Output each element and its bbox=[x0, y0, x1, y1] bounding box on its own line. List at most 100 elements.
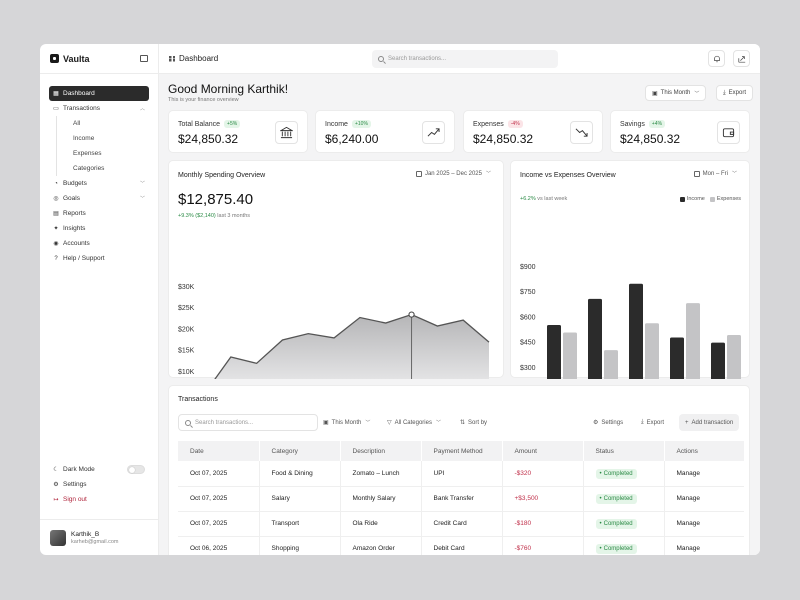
user-email: karheb@gmail.com bbox=[71, 538, 119, 545]
table-row: Oct 06, 2025 Shopping Amazon Order Debit… bbox=[178, 536, 744, 555]
sidebar-item-help[interactable]: ? Help / Support bbox=[49, 251, 149, 266]
search-input[interactable]: Search transactions... bbox=[372, 50, 558, 68]
sidebar-item-label: Settings bbox=[63, 481, 87, 488]
cell-date: Oct 06, 2025 bbox=[178, 536, 260, 555]
export-button[interactable]: ⤓ Export bbox=[716, 85, 753, 101]
bar-expenses-mon[interactable] bbox=[563, 332, 577, 379]
spending-range-label: Jan 2025 – Dec 2025 bbox=[424, 170, 482, 177]
sidebar-subitem-categories[interactable]: Categories bbox=[56, 161, 149, 176]
sidebar-item-label: Transactions bbox=[63, 105, 100, 112]
cell-description: Amazon Order bbox=[340, 536, 422, 555]
brand: Vaulta bbox=[40, 44, 158, 74]
bar-expenses-tue[interactable] bbox=[604, 350, 618, 379]
add-transaction-button[interactable]: + Add transaction bbox=[679, 414, 740, 431]
bar-expenses-thu[interactable] bbox=[686, 303, 700, 379]
brand-name: Vaulta bbox=[63, 53, 90, 64]
period-filter[interactable]: ▣ This Month ﹀ bbox=[323, 414, 370, 431]
table-header-row: Date Category Description Payment Method… bbox=[178, 441, 744, 461]
stat-badge: -4% bbox=[507, 120, 523, 128]
plus-icon: + bbox=[685, 419, 689, 426]
legend-label-expenses: Expenses bbox=[716, 196, 741, 202]
table-export-button[interactable]: ⤓ Export bbox=[641, 414, 664, 431]
share-button[interactable] bbox=[733, 50, 750, 67]
sidebar-collapse-icon[interactable] bbox=[140, 55, 148, 62]
trend-down-icon bbox=[570, 121, 593, 144]
period-select[interactable]: ▣ This Month ﹀ bbox=[645, 85, 707, 101]
sidebar-item-settings[interactable]: ⚙ Settings bbox=[49, 477, 149, 492]
ive-range-select[interactable]: Mon – Fri ﹀ bbox=[693, 170, 737, 177]
dark-mode-toggle[interactable] bbox=[127, 465, 145, 474]
dark-mode-label: Dark Mode bbox=[63, 466, 95, 473]
sidebar-item-budgets[interactable]: ◔ Budgets ﹀ bbox=[49, 176, 149, 191]
download-icon: ⤓ bbox=[641, 419, 644, 425]
sign-out-label: Sign out bbox=[63, 496, 87, 503]
sort-button[interactable]: ⇅ Sort by bbox=[460, 414, 487, 431]
sidebar-item-dashboard[interactable]: ▦ Dashboard bbox=[49, 86, 149, 101]
manage-button[interactable]: Manage bbox=[664, 486, 744, 512]
sidebar-item-accounts[interactable]: ◉ Accounts bbox=[49, 236, 149, 251]
bar-income-tue[interactable] bbox=[588, 298, 602, 379]
sign-out-button[interactable]: ↦ Sign out bbox=[49, 492, 149, 507]
bar-expenses-fri[interactable] bbox=[727, 335, 741, 379]
gear-icon: ⚙ bbox=[53, 482, 59, 488]
sidebar-item-goals[interactable]: ◎ Goals ﹀ bbox=[49, 191, 149, 206]
cell-description: Monthly Salary bbox=[340, 486, 422, 512]
bar-income-thu[interactable] bbox=[670, 337, 684, 379]
column-header-date: Date bbox=[178, 441, 260, 461]
category-filter[interactable]: ▽ All Categories ﹀ bbox=[387, 414, 441, 431]
manage-button[interactable]: Manage bbox=[664, 536, 744, 555]
sidebar-item-reports[interactable]: ▤ Reports bbox=[49, 206, 149, 221]
avatar bbox=[50, 529, 66, 546]
page-subtitle: This is your finance overview bbox=[168, 97, 239, 103]
sidebar-item-insights[interactable]: ✦ Insights bbox=[49, 221, 149, 236]
stat-badge: +4% bbox=[648, 120, 666, 128]
sidebar-item-label: Goals bbox=[63, 195, 80, 202]
stat-value: $24,850.32 bbox=[473, 132, 534, 146]
sidebar-subitem-expenses[interactable]: Expenses bbox=[56, 146, 149, 161]
sort-icon: ⇅ bbox=[460, 420, 466, 426]
transactions-search-input[interactable]: Search transactions... bbox=[178, 414, 318, 431]
user-profile[interactable]: Karthik_B karheb@gmail.com bbox=[40, 519, 158, 555]
cell-status: Completed bbox=[583, 536, 665, 555]
spending-change-value: +9.3% ($2,140) bbox=[178, 213, 216, 219]
stat-card-expenses: Expenses -4% $24,850.32 bbox=[463, 110, 603, 153]
spending-range-select[interactable]: Jan 2025 – Dec 2025 ﹀ bbox=[415, 170, 491, 177]
y-tick-label: $25K bbox=[178, 305, 195, 312]
moon-icon: ☾ bbox=[53, 467, 59, 473]
spending-total: $12,875.40 bbox=[178, 191, 254, 208]
insights-icon: ✦ bbox=[53, 226, 59, 232]
bar-income-fri[interactable] bbox=[711, 342, 725, 379]
bar-expenses-wed[interactable] bbox=[645, 323, 659, 379]
bar-income-wed[interactable] bbox=[629, 283, 643, 379]
highlight-point[interactable] bbox=[408, 311, 415, 318]
legend-swatch-expenses bbox=[709, 196, 715, 202]
search-icon bbox=[378, 56, 384, 62]
cell-category: Salary bbox=[259, 486, 341, 512]
notification-button[interactable] bbox=[708, 50, 725, 67]
sidebar-subitem-all[interactable]: All bbox=[56, 116, 149, 131]
spending-series-line bbox=[214, 313, 490, 379]
sidebar-item-label: Budgets bbox=[63, 180, 87, 187]
status-badge: Completed bbox=[595, 519, 637, 529]
calendar-icon: ▣ bbox=[323, 420, 329, 426]
main-content: Dashboard Search transactions... Good Mo… bbox=[159, 44, 760, 555]
stat-card-total-balance: Total Balance +5% $24,850.32 bbox=[168, 110, 308, 153]
chevron-down-icon: ﹀ bbox=[139, 196, 145, 202]
sidebar-subitem-income[interactable]: Income bbox=[56, 131, 149, 146]
cell-amount: -$320 bbox=[502, 461, 584, 487]
chevron-down-icon: ﹀ bbox=[435, 420, 441, 426]
sidebar-item-transactions[interactable]: ▭ Transactions ︿ bbox=[49, 101, 149, 116]
manage-button[interactable]: Manage bbox=[664, 461, 744, 487]
spending-title: Monthly Spending Overview bbox=[178, 172, 266, 179]
share-icon bbox=[737, 55, 745, 63]
table-settings-button[interactable]: ⚙ Settings bbox=[593, 414, 623, 431]
calendar-icon bbox=[415, 170, 422, 177]
period-filter-label: This Month bbox=[331, 419, 362, 426]
bar-income-mon[interactable] bbox=[547, 324, 561, 379]
manage-button[interactable]: Manage bbox=[664, 511, 744, 537]
column-header-actions: Actions bbox=[664, 441, 744, 461]
sidebar-item-label: Dashboard bbox=[63, 90, 95, 97]
wallet-icon bbox=[717, 121, 740, 144]
app-window: Vaulta ▦ Dashboard ▭ Transactions ︿ All … bbox=[40, 44, 760, 555]
y-tick-label: $30K bbox=[178, 284, 195, 291]
